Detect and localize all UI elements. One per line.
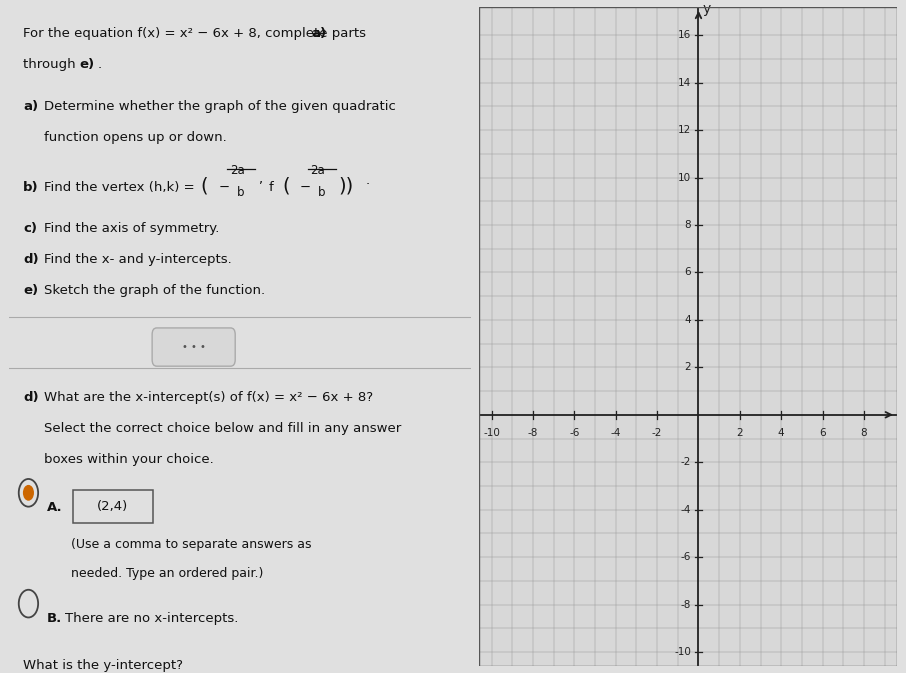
Text: 4: 4 bbox=[685, 315, 691, 325]
Circle shape bbox=[23, 485, 34, 501]
Text: function opens up or down.: function opens up or down. bbox=[43, 131, 226, 145]
Text: -8: -8 bbox=[681, 600, 691, 610]
Text: 2a: 2a bbox=[311, 164, 325, 178]
Text: (: ( bbox=[200, 177, 208, 196]
Text: -6: -6 bbox=[681, 552, 691, 562]
Text: Find the x- and y-intercepts.: Find the x- and y-intercepts. bbox=[43, 254, 231, 267]
Text: What is the y-intercept?: What is the y-intercept? bbox=[23, 659, 183, 672]
Text: (Use a comma to separate answers as: (Use a comma to separate answers as bbox=[72, 538, 312, 551]
Text: 2: 2 bbox=[737, 428, 743, 438]
Text: 12: 12 bbox=[678, 125, 691, 135]
Text: 8: 8 bbox=[861, 428, 867, 438]
Text: e): e) bbox=[80, 57, 95, 71]
FancyBboxPatch shape bbox=[72, 490, 152, 523]
FancyBboxPatch shape bbox=[152, 328, 236, 366]
Text: 14: 14 bbox=[678, 77, 691, 87]
Text: f: f bbox=[269, 181, 274, 194]
Text: -10: -10 bbox=[674, 647, 691, 657]
Text: -4: -4 bbox=[611, 428, 621, 438]
Text: -4: -4 bbox=[681, 505, 691, 515]
Text: b: b bbox=[237, 186, 245, 199]
Text: )): )) bbox=[338, 177, 353, 196]
Text: 6: 6 bbox=[685, 267, 691, 277]
Text: What are the x-intercept(s) of f(x) = x² − 6x + 8?: What are the x-intercept(s) of f(x) = x²… bbox=[43, 391, 372, 404]
Text: needed. Type an ordered pair.): needed. Type an ordered pair.) bbox=[72, 567, 264, 579]
Text: Find the axis of symmetry.: Find the axis of symmetry. bbox=[43, 222, 219, 236]
Text: a): a) bbox=[312, 26, 326, 40]
Text: (2,4): (2,4) bbox=[97, 500, 129, 513]
Text: .: . bbox=[98, 57, 101, 71]
Text: d): d) bbox=[23, 391, 39, 404]
Text: Determine whether the graph of the given quadratic: Determine whether the graph of the given… bbox=[43, 100, 396, 113]
Text: -2: -2 bbox=[652, 428, 662, 438]
Text: d): d) bbox=[23, 254, 39, 267]
Text: B.: B. bbox=[47, 612, 63, 625]
Text: e): e) bbox=[23, 285, 38, 297]
Text: ,: , bbox=[258, 173, 263, 186]
Text: a): a) bbox=[23, 100, 38, 113]
Text: 10: 10 bbox=[678, 172, 691, 182]
Text: y: y bbox=[702, 2, 710, 16]
Text: • • •: • • • bbox=[182, 342, 206, 352]
Text: −: − bbox=[300, 181, 311, 194]
Text: -6: -6 bbox=[569, 428, 580, 438]
Text: A.: A. bbox=[47, 501, 63, 513]
Text: 2a: 2a bbox=[230, 164, 245, 178]
Text: 8: 8 bbox=[685, 220, 691, 230]
Text: For the equation f(x) = x² − 6x + 8, complete parts: For the equation f(x) = x² − 6x + 8, com… bbox=[23, 26, 371, 40]
Text: There are no x-intercepts.: There are no x-intercepts. bbox=[65, 612, 239, 625]
Text: Select the correct choice below and fill in any answer: Select the correct choice below and fill… bbox=[43, 422, 401, 435]
Text: Sketch the graph of the function.: Sketch the graph of the function. bbox=[43, 285, 265, 297]
Text: -10: -10 bbox=[483, 428, 500, 438]
Text: Find the vertex (h,k) =: Find the vertex (h,k) = bbox=[43, 181, 198, 194]
Text: through: through bbox=[23, 57, 80, 71]
Text: (: ( bbox=[283, 177, 290, 196]
Text: b): b) bbox=[23, 181, 39, 194]
Text: 6: 6 bbox=[819, 428, 826, 438]
Text: boxes within your choice.: boxes within your choice. bbox=[43, 453, 214, 466]
Text: 2: 2 bbox=[685, 362, 691, 372]
Text: -2: -2 bbox=[681, 457, 691, 467]
Text: 16: 16 bbox=[678, 30, 691, 40]
Text: c): c) bbox=[23, 222, 37, 236]
Text: -8: -8 bbox=[528, 428, 538, 438]
Text: .: . bbox=[366, 174, 370, 187]
Text: 4: 4 bbox=[778, 428, 785, 438]
Text: −: − bbox=[219, 181, 230, 194]
Text: b: b bbox=[318, 186, 325, 199]
